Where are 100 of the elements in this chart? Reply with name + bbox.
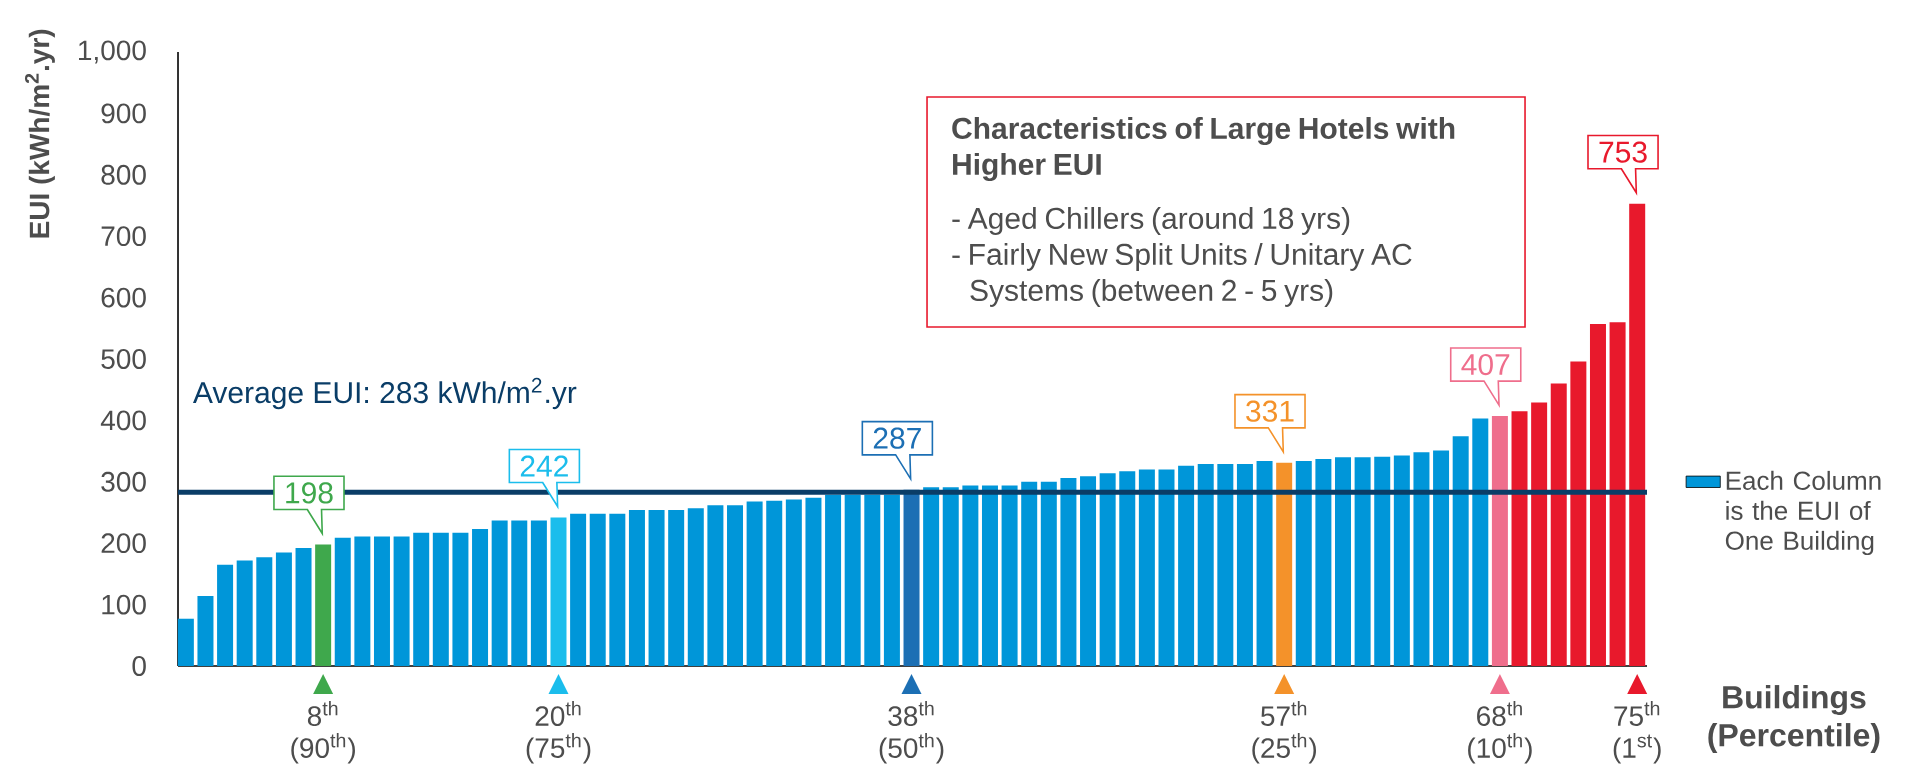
bar (511, 520, 528, 666)
y-tick-label: 600 (101, 287, 146, 308)
bar (1001, 485, 1018, 666)
y-axis-title: EUI (kWh/m$^{2}$.yr) (24, 29, 55, 238)
annotation: - Aged Chillers (around 18 yrs) (952, 207, 1350, 235)
bar (393, 536, 410, 666)
bar (1354, 457, 1371, 666)
y-tick-label: 0 (132, 656, 146, 676)
bar (1570, 361, 1587, 666)
bar (609, 513, 626, 666)
bar (1472, 418, 1489, 666)
y-tick-label: 300 (101, 471, 146, 492)
bar (1531, 402, 1548, 666)
bar (981, 485, 998, 666)
bar (472, 529, 489, 666)
y-tick-label: 500 (101, 349, 146, 369)
bar (923, 487, 940, 666)
bar (1609, 322, 1626, 666)
y-tick-label: 200 (101, 533, 146, 554)
bar (864, 494, 881, 666)
bar (550, 517, 567, 666)
bar (785, 499, 802, 666)
annotation: Characteristics of Large Hotels with Higher EUI (952, 117, 1455, 182)
bar (491, 520, 508, 666)
bar (1099, 473, 1116, 666)
bar (1080, 476, 1097, 666)
bar (452, 532, 469, 666)
data-label: 331 (1246, 400, 1294, 422)
bar (1374, 456, 1391, 666)
bar (648, 510, 665, 666)
bar (217, 564, 234, 666)
bar (275, 552, 292, 666)
bar (256, 557, 273, 666)
y-tick-label: 1,000 (79, 40, 146, 64)
bar (1295, 460, 1312, 666)
data-label: 242 (520, 455, 568, 477)
y-tick-label: 800 (101, 164, 146, 185)
data-label: 198 (286, 482, 333, 504)
bar (1276, 462, 1293, 666)
bar (1178, 465, 1195, 666)
x-tick-label: 8$^{th}$ (90$^{th}$) (291, 701, 355, 764)
annotation: - Fairly New Split Units / Unitary AC Systems (between 2 - 5 yrs) (952, 243, 1412, 307)
bar (1413, 452, 1430, 666)
bar (962, 485, 979, 666)
bar (1021, 481, 1038, 666)
bar (295, 548, 312, 666)
bar (570, 513, 587, 666)
y-tick-label: 900 (101, 103, 146, 124)
bar (1158, 469, 1175, 666)
bar (942, 487, 959, 666)
bar (1393, 455, 1410, 666)
bar (668, 510, 685, 666)
bar (1138, 469, 1155, 666)
bar (844, 494, 861, 666)
bar (1433, 450, 1450, 666)
bar (628, 510, 645, 666)
bar (1589, 324, 1606, 666)
bar (883, 494, 900, 666)
bar (825, 494, 842, 666)
bar (334, 537, 351, 666)
bar (589, 513, 606, 666)
bar (1060, 478, 1077, 666)
bar (1511, 411, 1528, 666)
ref-line-label: Average EUI: 283 kWh/m$^{2}$.yr (192, 377, 577, 410)
bar (1197, 463, 1214, 666)
x-tick-label: 20$^{th}$ (75$^{th}$) (526, 701, 591, 764)
bar (432, 532, 449, 666)
bar (1335, 457, 1352, 666)
bar (236, 560, 253, 666)
bar (373, 536, 390, 666)
bar (413, 532, 430, 666)
bar (197, 596, 214, 666)
legend-label: Each Column is the EUI of One Building (1725, 470, 1881, 556)
x-axis-title: Buildings (Percentile) (1708, 685, 1880, 753)
bar (727, 505, 744, 666)
bar (1452, 436, 1469, 666)
bar (766, 500, 783, 666)
bar (687, 508, 704, 666)
y-tick-label: 700 (101, 226, 146, 247)
bar (746, 501, 763, 666)
data-label: 287 (873, 427, 921, 449)
x-tick-label: 57$^{th}$ (25$^{th}$) (1252, 701, 1316, 764)
bar (1217, 463, 1234, 666)
bar (1315, 459, 1332, 666)
x-tick-label: 68$^{th}$ (10$^{th}$) (1468, 701, 1532, 764)
bar (1491, 416, 1508, 666)
data-label: 407 (1461, 353, 1510, 376)
x-tick-label: 38$^{th}$ (50$^{th}$) (879, 701, 944, 764)
bar (1629, 203, 1646, 666)
bar (1550, 383, 1567, 666)
category-label: 75$^{th}$ (1$^{st}$) (1613, 701, 1661, 764)
bar (1119, 471, 1136, 666)
bar (315, 544, 332, 666)
data-label: 753 (1599, 141, 1647, 163)
bar (1236, 463, 1253, 666)
bar (177, 618, 194, 666)
bar (707, 505, 724, 666)
y-tick-label: 400 (100, 410, 146, 431)
y-tick-label: 100 (102, 594, 146, 615)
bar (1040, 481, 1057, 666)
